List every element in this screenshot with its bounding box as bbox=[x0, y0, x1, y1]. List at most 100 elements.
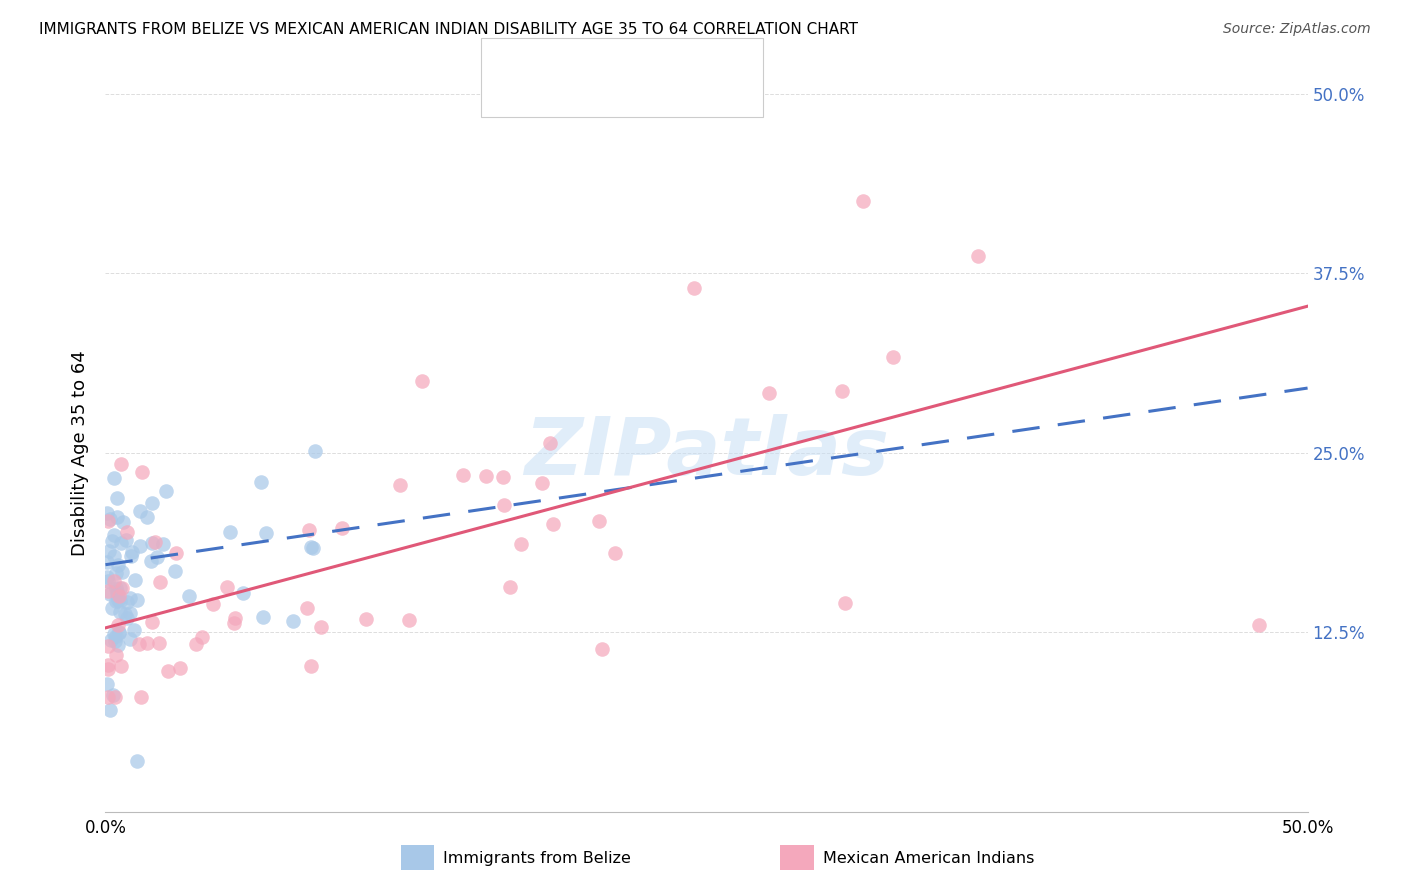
Point bbox=[588, 514, 610, 528]
Point bbox=[177, 589, 200, 603]
Point bbox=[141, 536, 163, 550]
Point bbox=[108, 589, 131, 603]
Point bbox=[605, 546, 627, 560]
Point bbox=[831, 384, 853, 399]
Point bbox=[299, 540, 322, 554]
Point bbox=[96, 506, 118, 520]
Point bbox=[217, 580, 239, 594]
Point bbox=[103, 574, 125, 588]
Point bbox=[299, 659, 322, 673]
Point bbox=[297, 523, 319, 537]
Point bbox=[411, 374, 433, 388]
Point bbox=[103, 549, 125, 563]
Point bbox=[135, 636, 157, 650]
Point bbox=[122, 624, 145, 638]
Point bbox=[101, 533, 124, 548]
Point bbox=[97, 639, 120, 653]
Text: 58: 58 bbox=[699, 87, 723, 105]
Point bbox=[491, 470, 513, 484]
Point bbox=[107, 558, 129, 572]
Point bbox=[100, 586, 122, 600]
Point bbox=[219, 525, 242, 540]
Point bbox=[184, 637, 207, 651]
Text: 0.153: 0.153 bbox=[592, 53, 647, 70]
Point bbox=[97, 514, 120, 528]
Point bbox=[118, 632, 141, 646]
Point bbox=[117, 611, 139, 625]
Point bbox=[1249, 618, 1271, 632]
Point bbox=[146, 549, 169, 564]
Point bbox=[281, 615, 304, 629]
Point bbox=[190, 630, 212, 644]
Point bbox=[104, 634, 127, 648]
Point bbox=[97, 690, 120, 704]
Point bbox=[104, 581, 127, 595]
Point bbox=[591, 641, 613, 656]
Point bbox=[110, 458, 132, 472]
Point bbox=[121, 545, 143, 559]
Point bbox=[169, 661, 191, 675]
Point bbox=[96, 677, 118, 691]
Point bbox=[115, 525, 138, 540]
Point bbox=[118, 591, 141, 606]
Point bbox=[131, 465, 153, 479]
Point bbox=[110, 581, 132, 595]
Point bbox=[96, 570, 118, 584]
Text: R =: R = bbox=[553, 87, 591, 105]
Point bbox=[509, 536, 531, 550]
Point bbox=[141, 495, 163, 509]
Point bbox=[163, 564, 186, 578]
Point bbox=[105, 509, 128, 524]
Point bbox=[492, 498, 515, 512]
Point bbox=[499, 580, 522, 594]
Point bbox=[224, 616, 246, 631]
Point bbox=[388, 477, 411, 491]
Point bbox=[105, 588, 128, 602]
Point bbox=[115, 533, 138, 547]
Point bbox=[108, 605, 131, 619]
Point bbox=[105, 585, 128, 599]
Point bbox=[139, 554, 162, 568]
Point bbox=[97, 662, 120, 676]
Point bbox=[103, 627, 125, 641]
Point bbox=[111, 581, 134, 595]
Text: ZIPatlas: ZIPatlas bbox=[524, 414, 889, 491]
Point bbox=[120, 549, 142, 563]
Point bbox=[201, 597, 224, 611]
Point bbox=[98, 703, 121, 717]
Text: IMMIGRANTS FROM BELIZE VS MEXICAN AMERICAN INDIAN DISABILITY AGE 35 TO 64 CORREL: IMMIGRANTS FROM BELIZE VS MEXICAN AMERIC… bbox=[39, 22, 859, 37]
Point bbox=[98, 543, 121, 558]
Point bbox=[683, 280, 706, 294]
Point bbox=[107, 617, 129, 632]
Point bbox=[108, 594, 131, 608]
Point bbox=[165, 546, 187, 560]
Point bbox=[104, 629, 127, 643]
Text: N =: N = bbox=[654, 53, 703, 70]
Point bbox=[531, 476, 554, 491]
Text: 0.409: 0.409 bbox=[592, 87, 647, 105]
Point bbox=[107, 593, 129, 607]
Point bbox=[141, 615, 163, 629]
Text: 69: 69 bbox=[699, 53, 723, 70]
Point bbox=[110, 658, 132, 673]
Point bbox=[157, 665, 180, 679]
Point bbox=[104, 690, 127, 704]
Point bbox=[543, 517, 565, 532]
Point bbox=[451, 467, 474, 482]
Point bbox=[105, 491, 128, 505]
Point bbox=[330, 521, 353, 535]
Point bbox=[152, 537, 174, 551]
Point bbox=[114, 607, 136, 621]
Point bbox=[103, 528, 125, 542]
Point bbox=[105, 594, 128, 608]
Point bbox=[105, 566, 128, 580]
Point bbox=[354, 612, 377, 626]
Point bbox=[125, 755, 148, 769]
Point bbox=[758, 386, 780, 401]
Point bbox=[103, 471, 125, 485]
Point bbox=[143, 534, 166, 549]
Point bbox=[101, 688, 124, 702]
Point bbox=[110, 536, 132, 550]
Point bbox=[124, 573, 146, 587]
Point bbox=[115, 595, 138, 609]
